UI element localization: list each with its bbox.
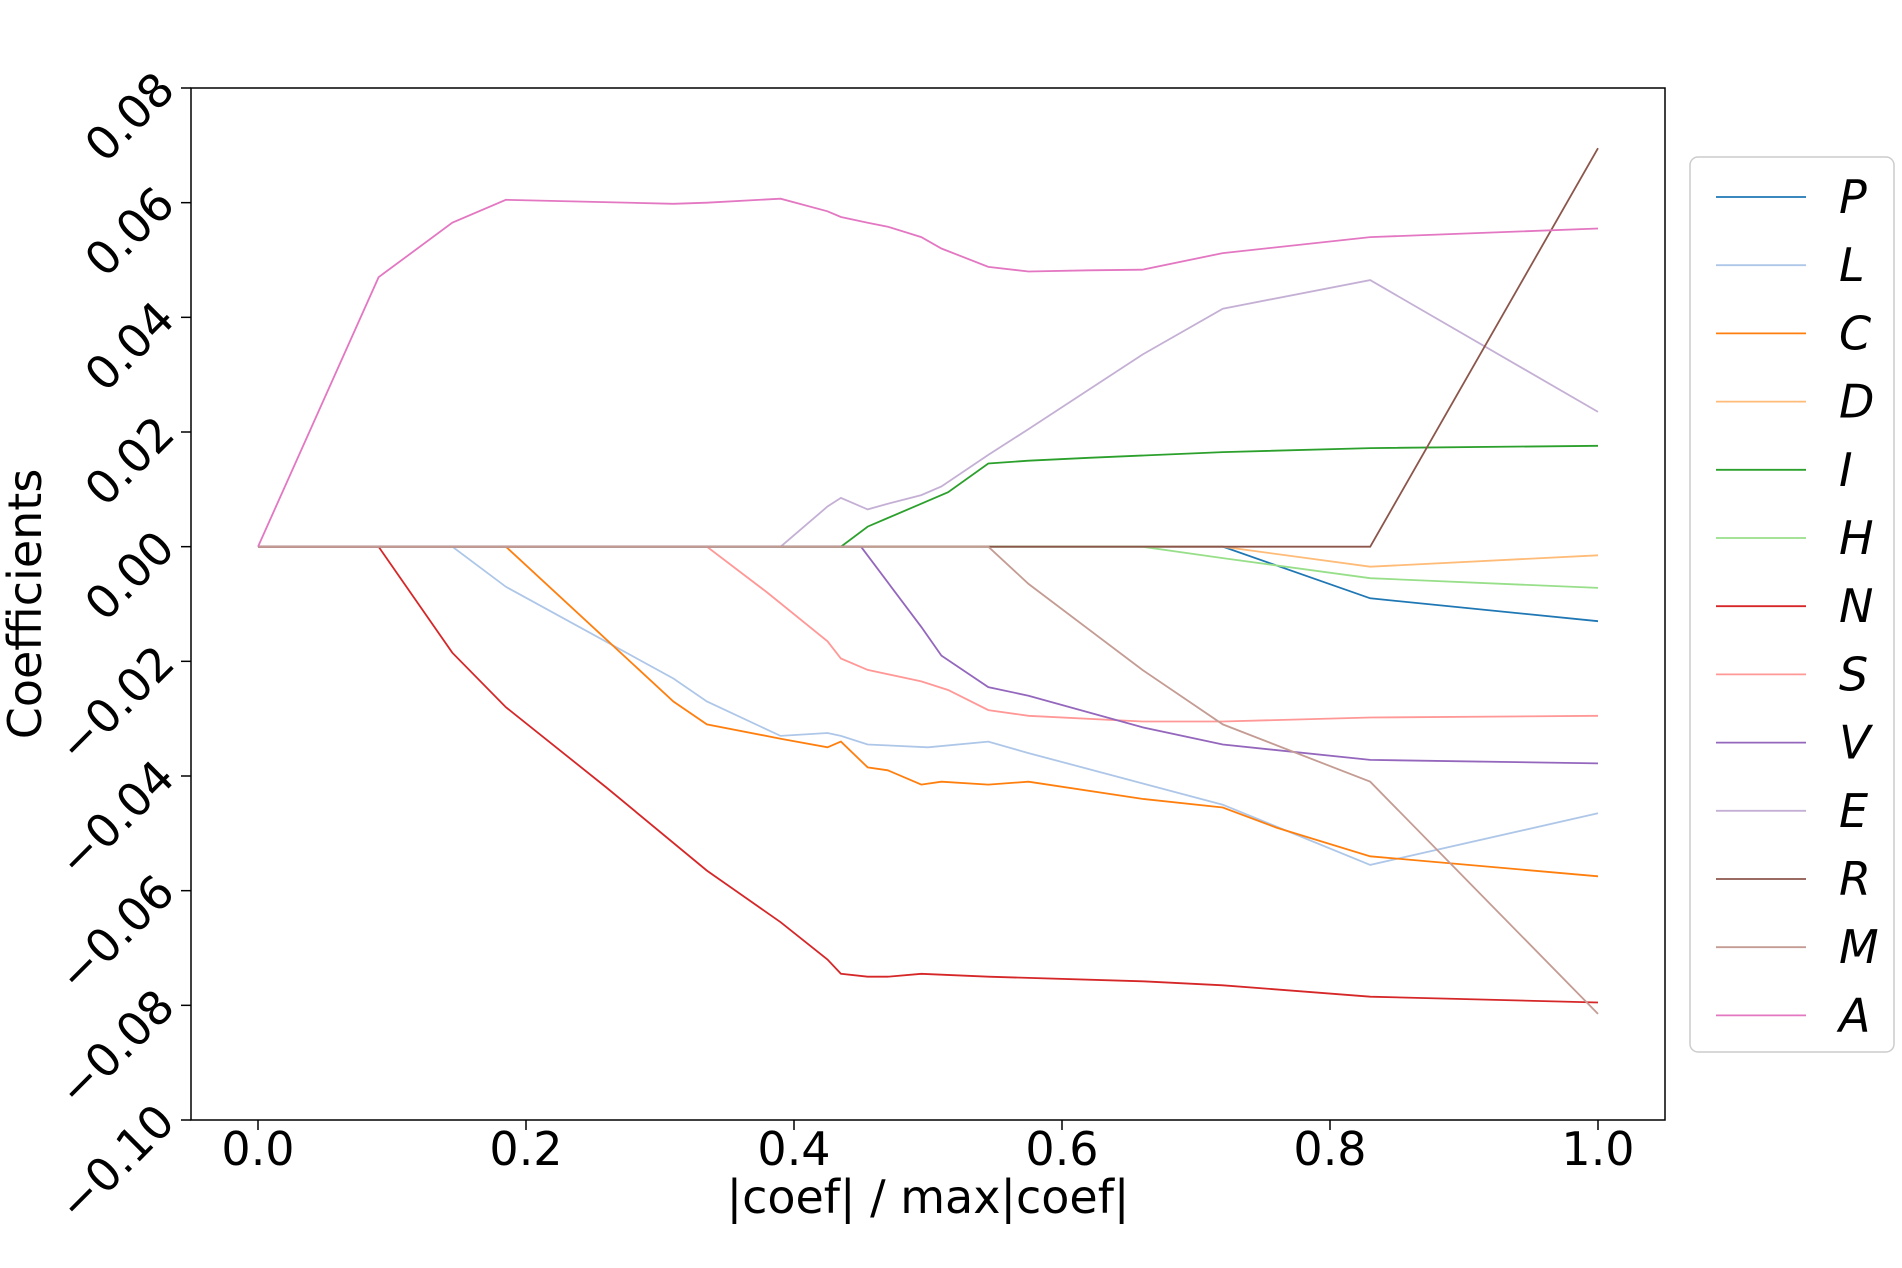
legend-label-R: R [1839, 852, 1871, 906]
legend-label-E: E [1839, 784, 1868, 838]
series-line-A [257, 197, 1599, 548]
plot-frame [190, 87, 1666, 1121]
legend-label-C: C [1839, 306, 1871, 360]
x-tick-label: 0.6 [1025, 1122, 1098, 1176]
series-layer [257, 147, 1599, 1015]
series-line-L [258, 545, 1599, 866]
legend-label-I: I [1839, 443, 1853, 497]
x-axis: 0.0 0.2 0.4 0.6 0.8 1.0 [221, 1120, 1635, 1176]
legend-label-A: A [1836, 988, 1870, 1042]
series-line-E [258, 279, 1599, 548]
legend-label-L: L [1839, 238, 1865, 292]
x-tick-label: 0.0 [221, 1122, 294, 1176]
x-axis-label: |coef| / max|coef| [727, 1170, 1130, 1225]
series-line-C [258, 545, 1599, 878]
series-line-S [258, 545, 1599, 723]
x-tick-label: 0.4 [757, 1122, 830, 1176]
legend-label-P: P [1839, 170, 1867, 224]
legend-label-M: M [1839, 920, 1879, 974]
series-line-I [258, 444, 1599, 548]
x-tick-label: 0.8 [1293, 1122, 1366, 1176]
x-tick-label: 1.0 [1561, 1122, 1634, 1176]
legend-label-S: S [1839, 647, 1868, 701]
legend-label-D: D [1839, 375, 1874, 429]
legend-label-N: N [1839, 579, 1873, 633]
series-line-N [258, 545, 1599, 1004]
series-line-M [258, 545, 1599, 1015]
y-axis-label: Coefficients [0, 469, 52, 740]
legend-label-V: V [1839, 716, 1874, 770]
legend-box [1689, 156, 1895, 1053]
x-tick-label: 0.2 [489, 1122, 562, 1176]
legend-label-H: H [1839, 511, 1874, 565]
